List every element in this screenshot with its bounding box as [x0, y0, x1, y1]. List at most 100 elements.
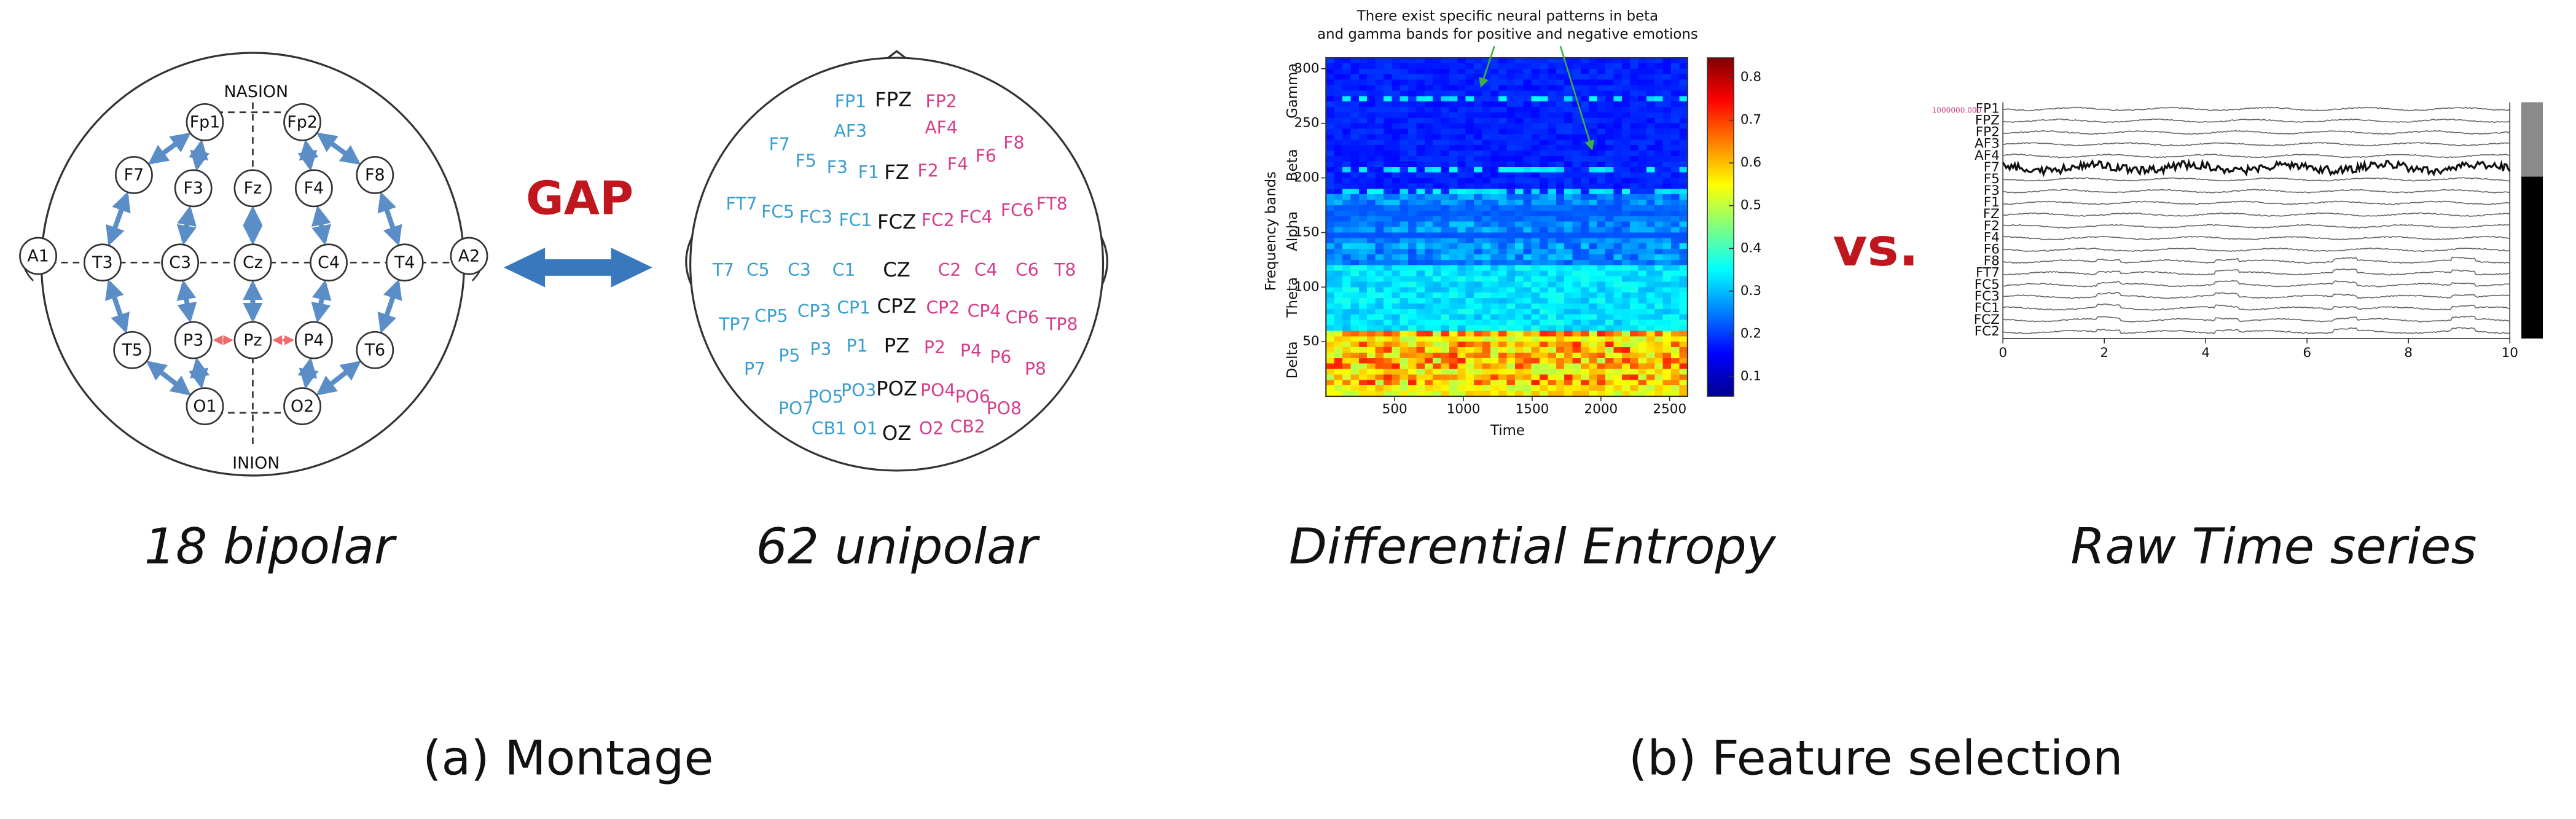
heatmap-texture — [1441, 134, 1450, 141]
heatmap-texture — [1531, 216, 1540, 222]
heatmap-texture — [1621, 298, 1631, 304]
heatmap-texture — [1465, 259, 1474, 266]
heatmap-texture — [1514, 161, 1524, 168]
electrode-label: F5 — [796, 151, 816, 171]
heatmap-texture — [1441, 385, 1450, 391]
heatmap-texture — [1457, 74, 1466, 80]
heatmap-texture — [1358, 167, 1368, 173]
heatmap-texture — [1564, 363, 1573, 370]
heatmap-texture — [1605, 123, 1615, 130]
heatmap-texture — [1392, 314, 1401, 321]
heatmap-texture — [1523, 259, 1532, 266]
heatmap-texture — [1383, 265, 1393, 272]
heatmap-texture — [1638, 139, 1647, 146]
heatmap-texture — [1416, 194, 1425, 200]
heatmap-texture — [1662, 156, 1672, 162]
heatmap-texture — [1621, 238, 1631, 244]
heatmap-texture — [1375, 134, 1384, 141]
heatmap-texture — [1383, 128, 1393, 135]
heatmap-texture — [1621, 189, 1631, 195]
heatmap-texture — [1482, 183, 1491, 190]
heatmap-texture — [1662, 303, 1672, 310]
caption: (a) Montage — [423, 731, 713, 786]
heatmap-texture — [1498, 156, 1508, 162]
heatmap-texture — [1564, 238, 1573, 244]
electrode-label: PO5 — [808, 387, 843, 407]
heatmap-texture — [1654, 281, 1664, 288]
heatmap-texture — [1383, 352, 1393, 359]
heatmap-texture — [1400, 90, 1409, 97]
heatmap-texture — [1490, 90, 1500, 97]
heatmap-texture — [1367, 270, 1376, 277]
heatmap-texture — [1523, 352, 1532, 359]
heatmap-texture — [1498, 358, 1508, 364]
heatmap-texture — [1408, 194, 1417, 200]
heatmap-texture — [1589, 331, 1598, 337]
heatmap-texture — [1621, 172, 1631, 179]
heatmap-texture — [1621, 358, 1631, 364]
heatmap-texture — [1375, 319, 1384, 326]
heatmap-texture — [1449, 385, 1458, 391]
heatmap-texture — [1392, 347, 1401, 353]
heatmap-texture — [1342, 128, 1352, 135]
heatmap-texture — [1350, 249, 1360, 255]
channel-label: FCZ — [1974, 312, 2000, 327]
heatmap-texture — [1613, 238, 1623, 244]
heatmap-texture — [1400, 331, 1409, 337]
heatmap-texture — [1465, 342, 1474, 348]
heatmap-texture — [1408, 227, 1417, 233]
bipolar-arrow — [297, 357, 319, 390]
heatmap-texture — [1638, 107, 1647, 113]
heatmap-texture — [1457, 342, 1466, 348]
heatmap-texture — [1424, 292, 1434, 299]
heatmap-texture — [1350, 205, 1360, 211]
heatmap-texture — [1449, 249, 1458, 255]
heatmap-texture — [1646, 194, 1656, 200]
heatmap-texture — [1400, 281, 1409, 288]
heatmap-texture — [1597, 90, 1606, 97]
heatmap-texture — [1375, 287, 1384, 293]
heatmap-texture — [1556, 342, 1565, 348]
heatmap-texture — [1548, 270, 1557, 277]
heatmap-texture — [1392, 96, 1401, 102]
heatmap-texture — [1523, 243, 1532, 249]
heatmap-texture — [1441, 243, 1450, 249]
heatmap-texture — [1679, 167, 1688, 173]
heatmap-texture — [1605, 151, 1615, 157]
heatmap-texture — [1572, 85, 1581, 92]
heatmap-texture — [1334, 172, 1343, 179]
heatmap-texture — [1342, 281, 1352, 288]
heatmap-texture — [1367, 167, 1376, 173]
heatmap-texture — [1514, 74, 1524, 80]
heatmap-texture — [1498, 363, 1508, 370]
heatmap-texture — [1416, 172, 1425, 179]
heatmap-texture — [1654, 270, 1664, 277]
heatmap-texture — [1490, 167, 1500, 173]
heatmap-texture — [1548, 232, 1557, 239]
heatmap-texture — [1605, 101, 1615, 108]
heatmap-texture — [1638, 249, 1647, 255]
heatmap-texture — [1654, 336, 1664, 342]
heatmap-texture — [1457, 238, 1466, 244]
heatmap-texture — [1334, 112, 1343, 119]
heatmap-texture — [1400, 259, 1409, 266]
heatmap-texture — [1540, 221, 1549, 228]
heatmap-texture — [1449, 303, 1458, 310]
heatmap-texture — [1400, 227, 1409, 233]
heatmap-texture — [1383, 68, 1393, 75]
heatmap-texture — [1498, 200, 1508, 206]
heatmap-texture — [1482, 85, 1491, 92]
heatmap-texture — [1342, 183, 1352, 190]
heatmap-texture — [1474, 96, 1483, 102]
colorbar — [1707, 57, 1734, 397]
heatmap-texture — [1630, 287, 1639, 293]
heatmap-texture — [1408, 221, 1417, 228]
heatmap-texture — [1441, 90, 1450, 97]
heatmap-texture — [1671, 200, 1680, 206]
heatmap-texture — [1540, 319, 1549, 326]
heatmap-texture — [1424, 249, 1434, 255]
heatmap-texture — [1457, 156, 1466, 162]
caption: Raw Time series — [2070, 518, 2476, 576]
heatmap-texture — [1646, 205, 1656, 211]
heatmap-texture — [1531, 145, 1540, 151]
